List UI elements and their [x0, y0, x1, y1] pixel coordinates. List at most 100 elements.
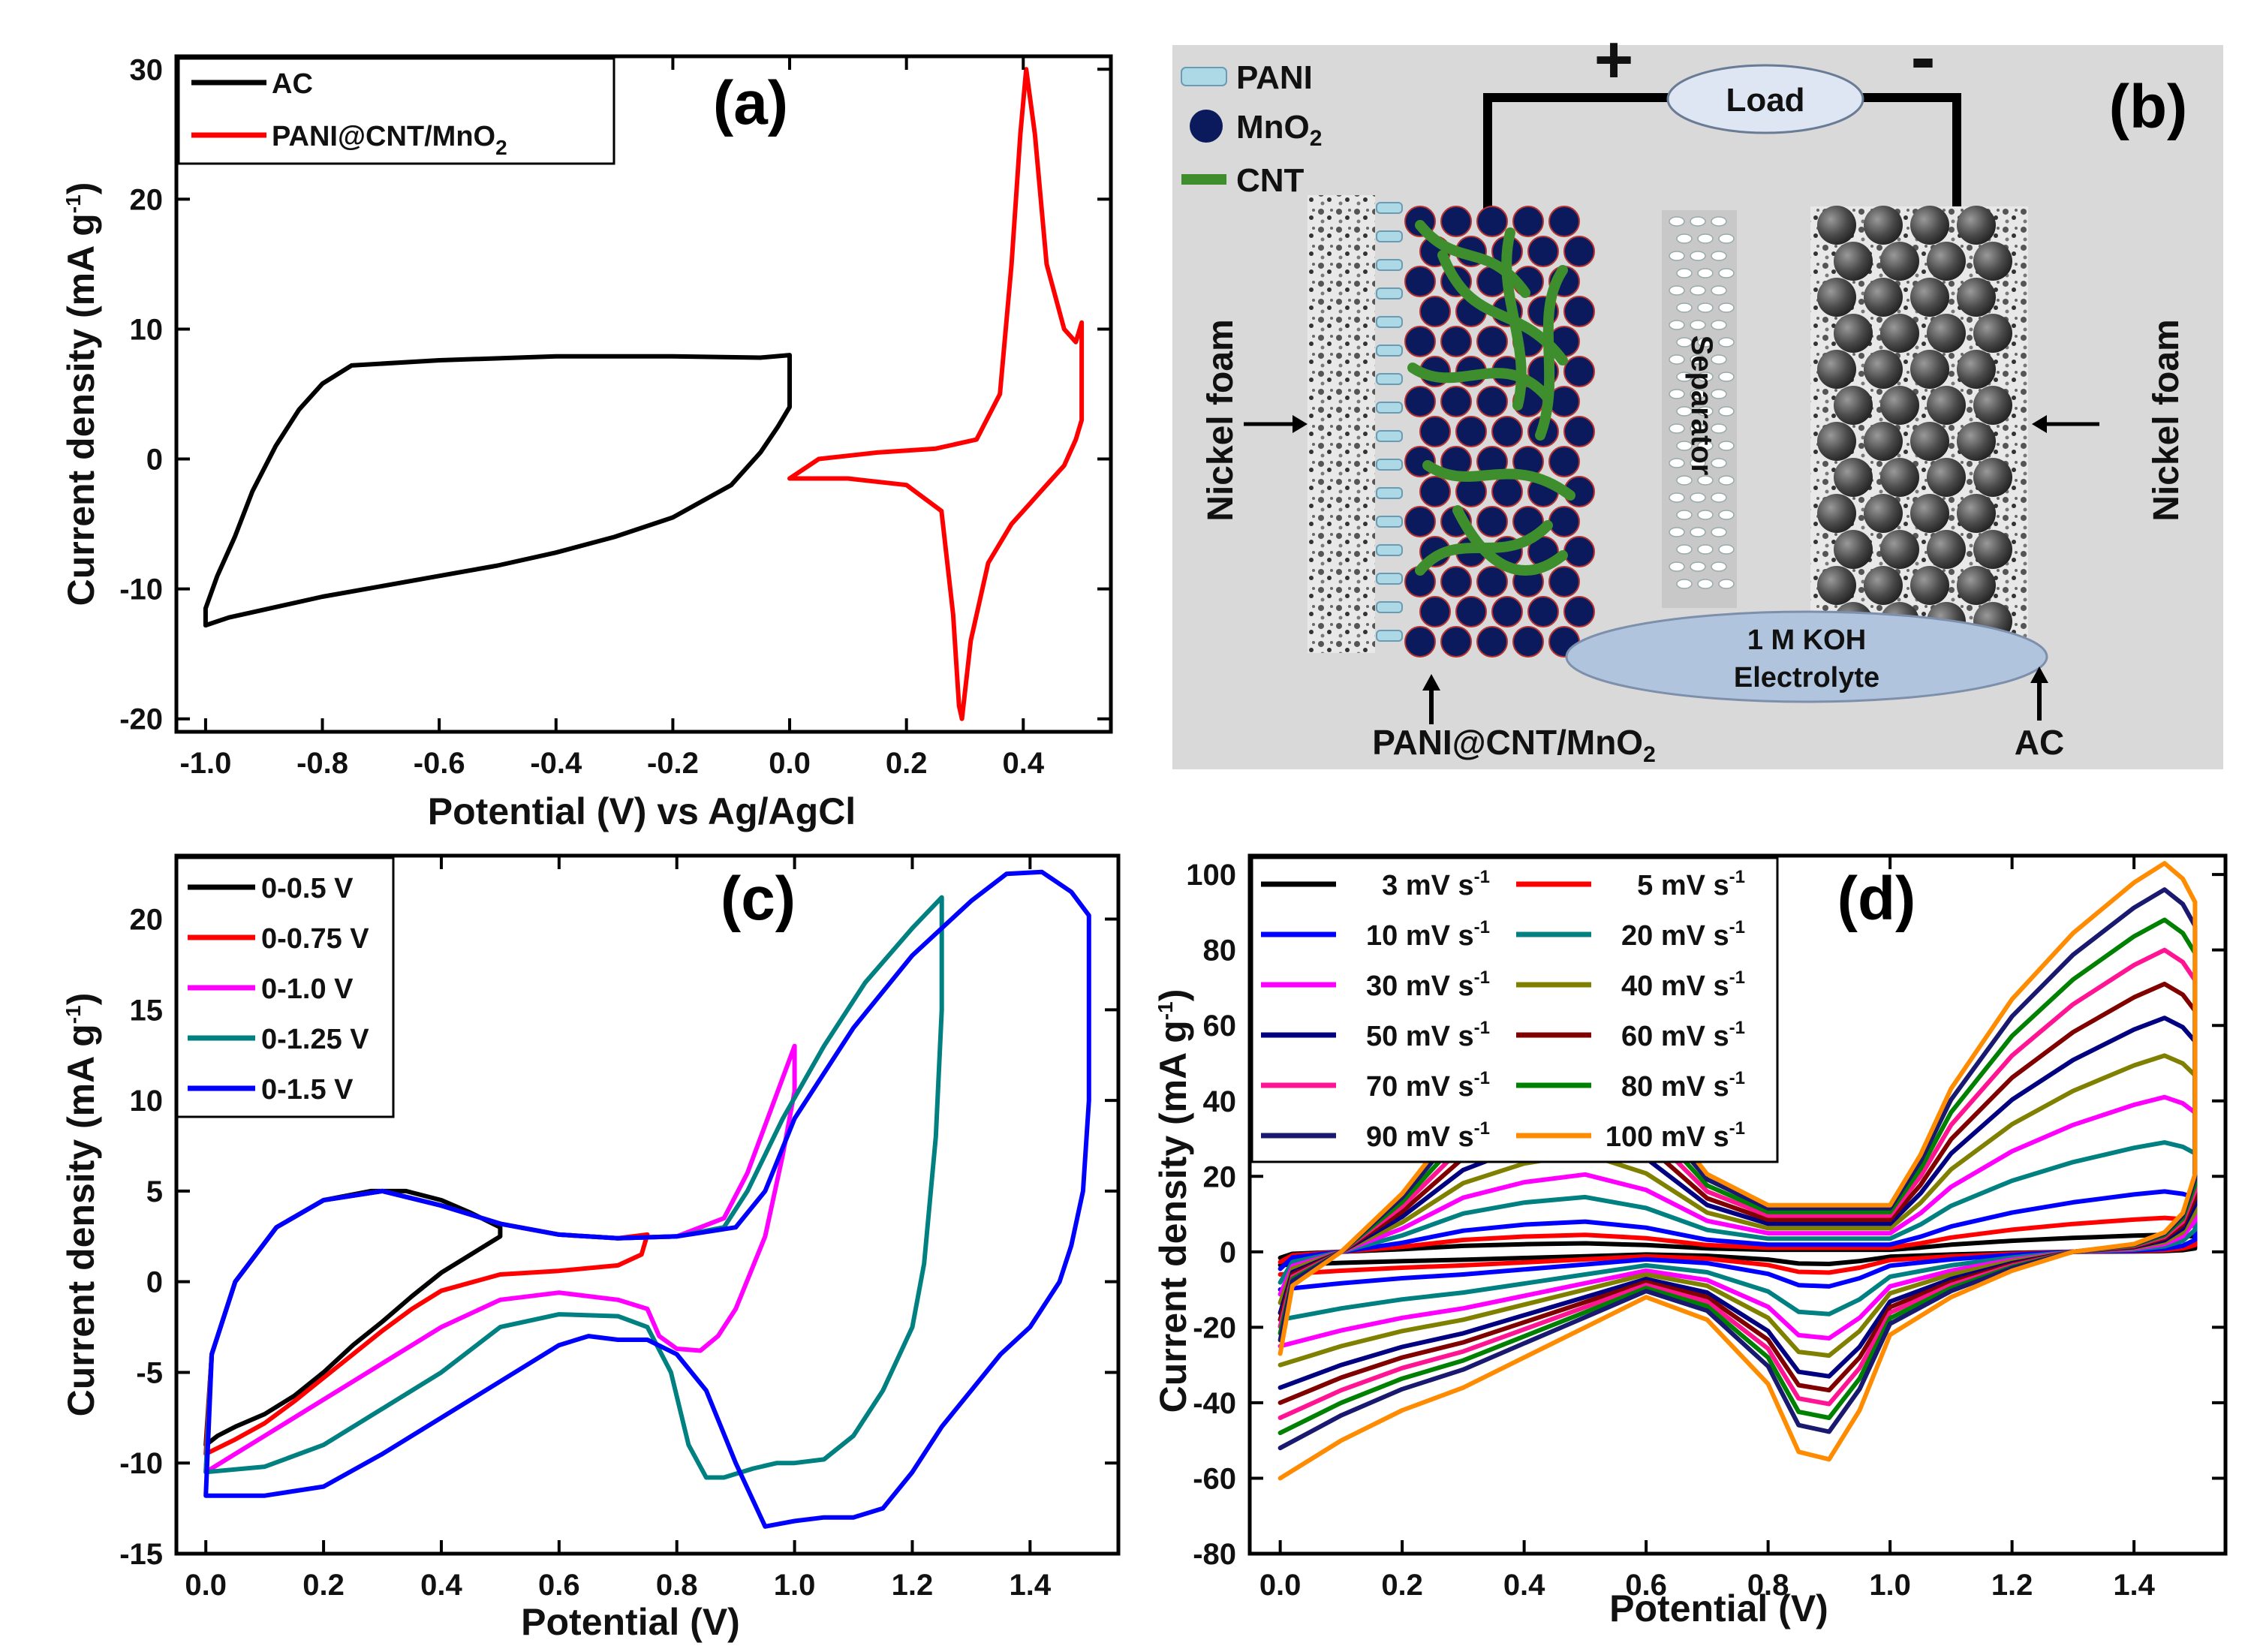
pani-strip: [1376, 287, 1403, 299]
chart-a-xlabel: Potential (V) vs Ag/AgCl: [428, 790, 856, 832]
separator-pore: [1711, 320, 1727, 330]
chart-d-ticks: 0.0 0.2 0.4 0.6 0.8 1.0 1.2 1.4 -80 -60 -40 -20 0 20 4…: [1186, 856, 2225, 1602]
ac-particle: [1973, 530, 2012, 569]
ac-particle: [1957, 350, 1996, 389]
nickel-foam-right-label: Nickel foam: [2147, 319, 2186, 521]
separator-pore: [1676, 475, 1693, 486]
legend-cnt-swatch: [1181, 174, 1226, 185]
mno2-particle: [1404, 626, 1436, 657]
chart-a-ytick-label: 10: [130, 313, 164, 346]
chart-d-legend-items: 3 mV s-1 5 mV s-1 10 mV s-1 20 mV s-1 30 mV …: [1261, 867, 1745, 1153]
chart-c-ytick-label: -10: [119, 1447, 163, 1480]
chart-d-frame: [1247, 853, 2228, 1556]
chart-c-legend-label: 0-0.5 V: [261, 873, 354, 904]
chart-d-ytick-label: -60: [1193, 1462, 1236, 1495]
pani-strip: [1376, 573, 1403, 585]
separator-pore: [1697, 441, 1714, 451]
mno2-particle: [1440, 566, 1472, 597]
separator-pore: [1690, 320, 1706, 330]
chart-c-series-4: [203, 869, 1091, 1529]
chart-c-xtick-label: 0.6: [538, 1569, 580, 1602]
mno2-particle: [1476, 566, 1508, 597]
ac-particle: [1910, 494, 1949, 533]
pani-cnt-mno2-electrode: [1376, 202, 1595, 657]
separator-pore: [1690, 492, 1706, 503]
chart-c-ytick-label: 20: [130, 904, 164, 937]
ac-particle: [1927, 530, 1966, 569]
arrow-pani-head: [1422, 674, 1440, 691]
pani-electrode-label: PANI@CNT/MnO2: [1372, 723, 1656, 767]
ac-particle: [1880, 458, 1919, 497]
chart-d-xtick-label: 1.2: [1991, 1569, 2033, 1602]
separator-pore: [1711, 527, 1727, 537]
ac-particle: [1817, 422, 1856, 461]
ac-particle: [1834, 458, 1873, 497]
pani-strip: [1376, 202, 1403, 214]
chart-a-xtick-label: -0.6: [414, 747, 465, 780]
mno2-particle: [1440, 386, 1472, 417]
chart-c-ytick-label: 15: [130, 994, 164, 1027]
separator-pore: [1718, 233, 1735, 244]
pani-strip: [1376, 430, 1403, 442]
mno2-particle: [1512, 206, 1544, 237]
separator-pore: [1690, 285, 1706, 296]
separator-pore: [1697, 406, 1714, 417]
chart-a-legend: [177, 57, 615, 165]
cnt-strand: [1501, 227, 1527, 411]
mno2-particle: [1563, 416, 1595, 447]
chart-c-legend-label: 0-0.75 V: [261, 923, 369, 955]
ac-electrode-label: AC: [2015, 723, 2064, 762]
chart-c-ytick-label: -15: [119, 1538, 163, 1571]
chart-a-series-0: [203, 353, 792, 628]
ac-particle: [1817, 278, 1856, 317]
chart-a-ytick-label: 0: [146, 444, 163, 477]
legend-pani-label: PANI: [1236, 59, 1313, 96]
ac-particle: [1910, 422, 1949, 461]
pani-strip: [1376, 402, 1403, 414]
chart-a-xtick-label: -0.4: [530, 747, 582, 780]
panel-b-schematic: Load + - Separator 1 M KOH Electrolyte N…: [1172, 15, 2223, 769]
separator-pore: [1676, 544, 1693, 555]
ac-particle: [1864, 566, 1903, 605]
chart-d-legend-label: 50 mV s-1: [1366, 1018, 1490, 1052]
ac-particle: [1817, 206, 1856, 245]
chart-a-series-1: [787, 67, 1085, 721]
chart-a-xtick-label: -1.0: [179, 747, 231, 780]
separator-pore: [1711, 492, 1727, 503]
mno2-particle: [1491, 596, 1523, 627]
ac-particle: [1834, 242, 1873, 281]
pani-strip: [1376, 345, 1403, 357]
chart-d-ytick-label: 20: [1203, 1160, 1237, 1193]
separator-pore: [1697, 475, 1714, 486]
mno2-particle: [1563, 296, 1595, 327]
separator-pore: [1676, 233, 1693, 244]
chart-d-series-1: [1277, 1215, 2198, 1277]
chart-d-legend-label: 5 mV s-1: [1637, 867, 1745, 901]
separator-pore: [1697, 268, 1714, 278]
separator-pore: [1676, 268, 1693, 278]
separator-pore: [1669, 389, 1685, 399]
chart-d-ylabel: Current density (mA g-1): [1152, 989, 1194, 1413]
ac-particle: [1927, 242, 1966, 281]
chart-a-frame: [174, 54, 1113, 734]
ac-particle: [1817, 494, 1856, 533]
mno2-particle: [1491, 476, 1523, 507]
legend-a-label-1: PANI@CNT/MnO2: [272, 121, 507, 159]
chart-c-legend-items: 0-0.5 V 0-0.75 V 0-1.0 V 0-1.25 V 0-1.5 V: [188, 873, 369, 1106]
mno2-particle: [1404, 266, 1436, 297]
pani-strip: [1376, 516, 1403, 528]
separator-pore: [1718, 441, 1735, 451]
chart-d-legend-label: 60 mV s-1: [1621, 1018, 1745, 1052]
chart-d-xtick-label: 0.0: [1259, 1569, 1302, 1602]
chart-d-ytick-label: 60: [1203, 1010, 1237, 1043]
chart-c: 0.0 0.2 0.4 0.6 0.8 1.0 1.2 1.4 -15 -10 -5 0 5 10 15 20…: [60, 853, 1121, 1643]
ac-particle: [1973, 314, 2012, 353]
separator-pore: [1690, 216, 1706, 227]
chart-d-legend-label: 100 mV s-1: [1606, 1118, 1745, 1153]
separator-pore: [1669, 423, 1685, 434]
mno2-particle: [1404, 506, 1436, 537]
mno2-particle: [1476, 206, 1508, 237]
mno2-particle: [1527, 236, 1559, 267]
chart-d-legend: [1250, 856, 1779, 1163]
mno2-particle: [1563, 536, 1595, 567]
